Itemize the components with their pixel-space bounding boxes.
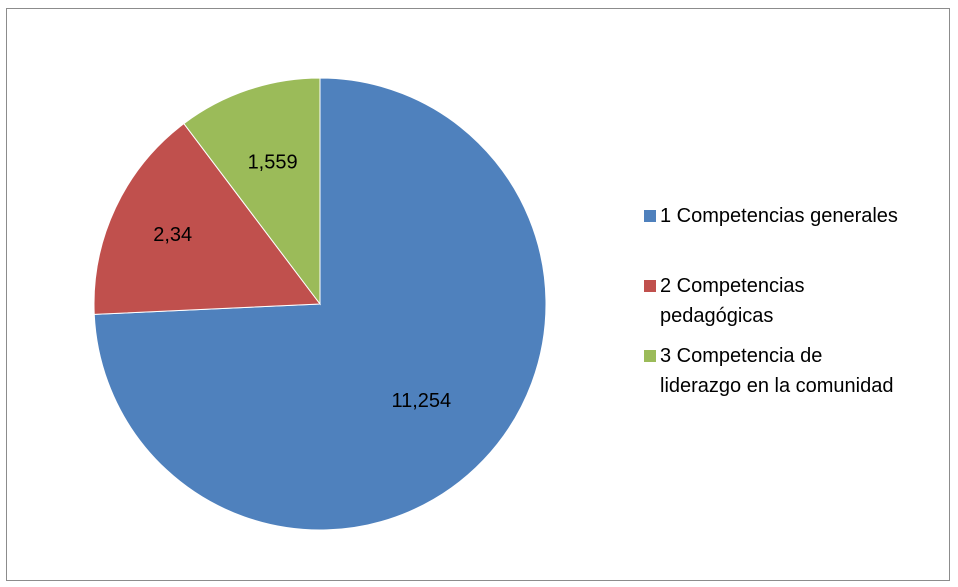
pie-chart: 11,254 2,34 1,559 [93, 77, 547, 531]
legend-label-3-line-1: 3 Competencia de [660, 345, 823, 367]
data-label-1: 11,254 [391, 390, 451, 412]
legend-item-2: 2 Competencias pedagógicas [644, 271, 954, 331]
legend-item-3: 3 Competencia de liderazgo en la comunida… [644, 341, 954, 401]
pie-slice-3 [183, 77, 321, 306]
pie-slice-2 [93, 122, 321, 315]
legend-label-3-line-2: liderazgo en la comunidad [660, 375, 894, 397]
data-label-3: 1,559 [248, 152, 298, 174]
legend-item-1: 1 Competencias generales [644, 201, 954, 231]
chart-frame: 11,254 2,34 1,559 1 Competencias generales… [6, 8, 950, 581]
data-label-2: 2,34 [153, 224, 192, 246]
legend: 1 Competencias generales 2 Competencias pe… [644, 201, 954, 401]
legend-swatch-1 [644, 210, 656, 222]
legend-swatch-2 [644, 280, 656, 292]
legend-swatch-3 [644, 350, 656, 362]
legend-label-1-line-1: 1 Competencias generales [660, 205, 898, 227]
legend-label-2-line-1: 2 Competencias [660, 275, 805, 297]
legend-label-2-line-2: pedagógicas [660, 305, 774, 327]
